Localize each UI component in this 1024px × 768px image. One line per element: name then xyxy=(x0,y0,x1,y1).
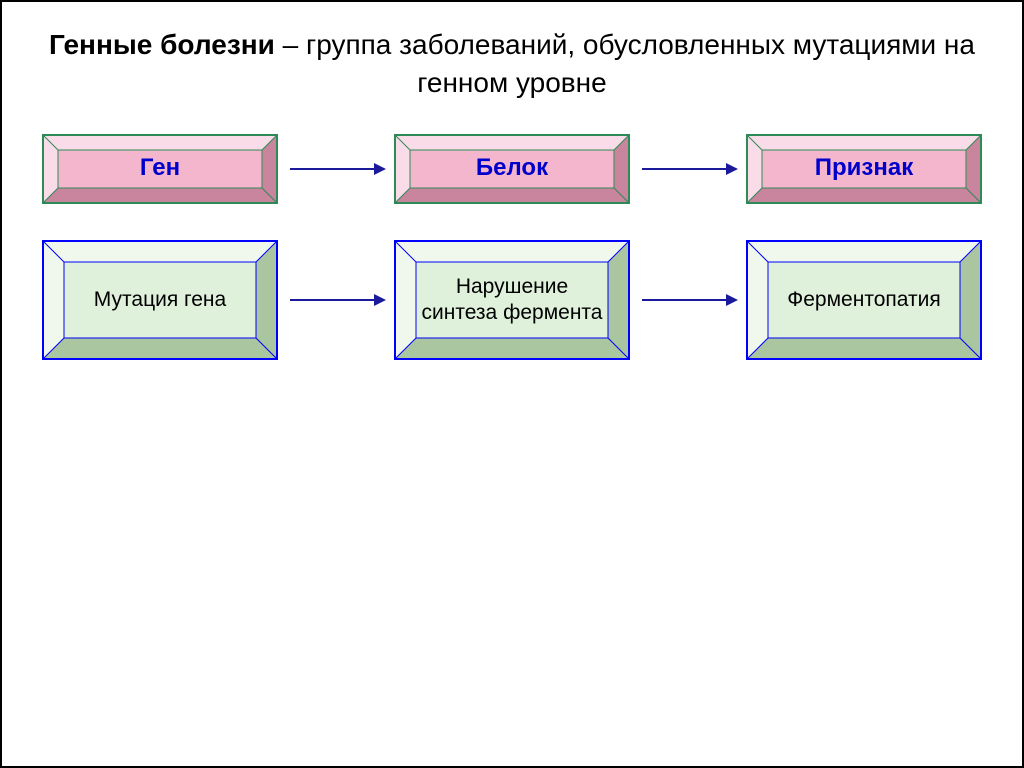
box-gene-mutation: Мутация гена xyxy=(42,240,278,360)
box-trait: Признак xyxy=(746,134,982,204)
box-enzyme-synthesis-disruption: Нарушение синтеза фермента xyxy=(394,240,630,360)
box-label: Мутация гена xyxy=(94,287,226,312)
slide-frame: Генные болезни – группа заболеваний, обу… xyxy=(0,0,1024,768)
arrow-icon xyxy=(286,157,386,181)
box-label: Белок xyxy=(476,154,548,183)
arrow-icon xyxy=(286,288,386,312)
box-label: Нарушение синтеза фермента xyxy=(420,274,604,324)
diagram-row-2: Мутация гена Нарушение синтеза фермента … xyxy=(42,240,982,360)
diagram-row-1: Ген Белок Признак xyxy=(42,134,982,204)
box-label: Признак xyxy=(815,154,913,183)
box-gene: Ген xyxy=(42,134,278,204)
diagram-rows: Ген Белок Признак Мутация гена Нарушение… xyxy=(42,134,982,360)
arrow-icon xyxy=(638,288,738,312)
box-protein: Белок xyxy=(394,134,630,204)
box-label: Ферментопатия xyxy=(787,287,940,312)
title-text: Генные болезни – группа заболеваний, обу… xyxy=(42,26,982,102)
box-label: Ген xyxy=(140,154,180,183)
title-rest-part: – группа заболеваний, обусловленных мута… xyxy=(275,29,975,98)
arrow-icon xyxy=(638,157,738,181)
box-fermentopathy: Ферментопатия xyxy=(746,240,982,360)
title-bold-part: Генные болезни xyxy=(49,29,275,60)
slide-title: Генные болезни – группа заболеваний, обу… xyxy=(42,26,982,102)
